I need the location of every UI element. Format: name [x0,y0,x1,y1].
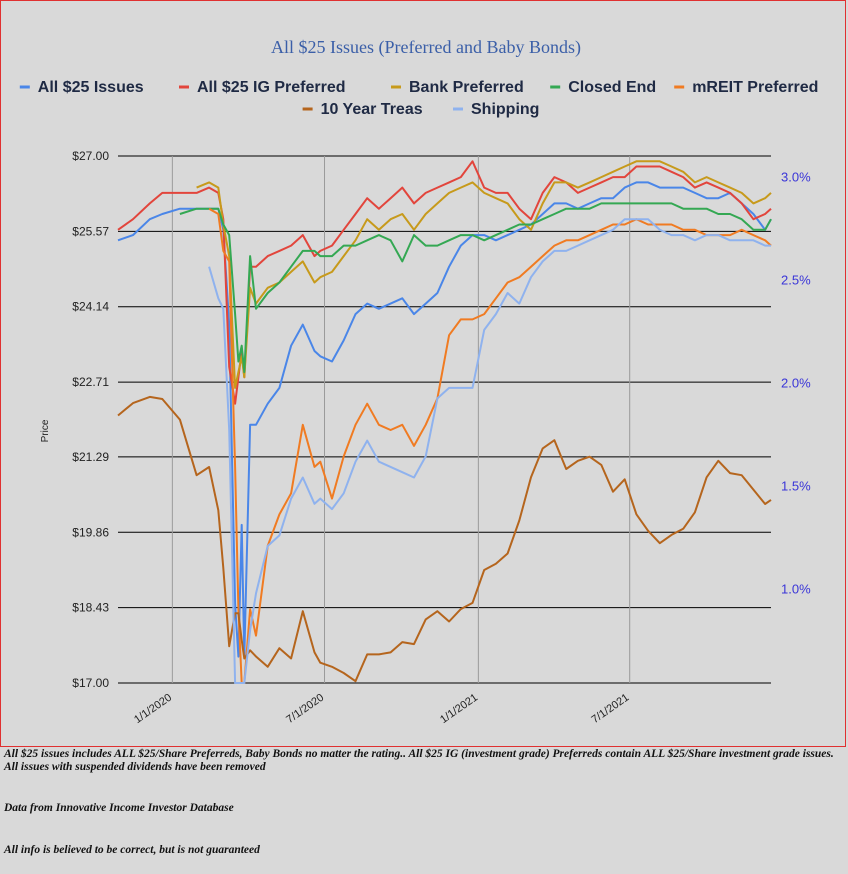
footnote-description: All $25 issues includes ALL $25/Share Pr… [4,748,834,773]
y-axis-label: Price [40,419,51,442]
y-left-tick-label: $19.86 [72,525,109,539]
legend-label-closed-end: Closed End [568,79,656,96]
footnotes: All $25 issues includes ALL $25/Share Pr… [4,748,844,856]
footnote-source: Data from Innovative Income Investor Dat… [4,802,234,814]
series-line-10-year-treas [117,395,772,683]
legend-label-all-25-issues: All $25 Issues [38,79,144,96]
chart-frame: All $25 Issues (Preferred and Baby Bonds… [0,0,846,747]
y-left-tick-label: $27.00 [72,149,109,163]
series-line-closed-end [179,202,772,374]
line-chart: All $25 Issues (Preferred and Baby Bonds… [19,37,818,726]
x-tick-label: 7/1/2021 [589,692,631,726]
y-right-tick-label: 3.0% [781,170,811,185]
y-left-tick-label: $18.43 [72,601,109,615]
legend-label-bank-preferred: Bank Preferred [409,79,524,96]
series-line-all-25-issues [117,181,772,658]
footnote-disclaimer: All info is believed to be correct, but … [4,844,260,856]
y-left-tick-label: $25.57 [72,224,109,238]
x-tick-label: 1/1/2020 [132,692,174,726]
y-left-tick-label: $17.00 [72,676,109,690]
series-line-all-25-ig-preferred [117,160,772,405]
y-right-tick-label: 1.5% [781,479,811,494]
y-right-tick-label: 1.0% [781,582,811,597]
y-left-tick-label: $24.14 [72,300,109,314]
y-left-tick-label: $22.71 [72,375,109,389]
y-left-tick-label: $21.29 [72,450,109,464]
x-axis: 1/1/2020 7/1/2020 1/1/2021 7/1/2021 [132,692,631,726]
y-axis-right: 3.0% 2.5% 2.0% 1.5% 1.0% [781,170,811,597]
legend: All $25 Issues All $25 IG Preferred Bank P… [19,79,818,118]
y-axis-left: $27.00 $25.57 $24.14 $22.71 $21.29 $19.86 $18.… [72,149,109,690]
series-line-bank-preferred [196,160,772,389]
y-right-tick-label: 2.0% [781,376,811,391]
series-layer [117,160,772,684]
x-tick-label: 1/1/2021 [438,692,480,726]
legend-label-10-year-treas: 10 Year Treas [321,101,423,118]
y-right-tick-label: 2.5% [781,273,811,288]
x-tick-label: 7/1/2020 [284,692,326,726]
legend-label-shipping: Shipping [471,101,539,118]
legend-label-mreit-preferred: mREIT Preferred [692,79,818,96]
series-line-shipping [208,218,771,684]
series-line-mreit-preferred [208,207,772,684]
chart-title: All $25 Issues (Preferred and Baby Bonds… [271,37,581,58]
legend-label-all-25-ig-preferred: All $25 IG Preferred [197,79,346,96]
